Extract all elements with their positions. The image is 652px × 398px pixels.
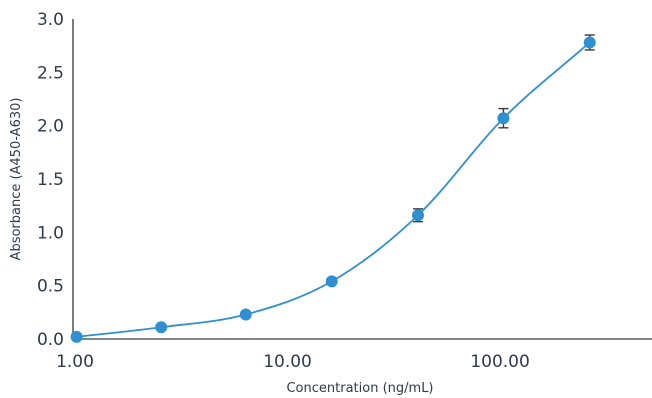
fit-curve <box>76 41 591 338</box>
data-point <box>325 275 338 288</box>
data-point <box>155 321 168 334</box>
axes <box>72 19 652 340</box>
y-tick-label: 2.5 <box>37 63 64 83</box>
data-point <box>411 209 424 222</box>
data-point <box>239 308 252 321</box>
y-tick-label: 3.0 <box>37 10 64 30</box>
y-tick-label: 0.0 <box>37 330 64 350</box>
tick-labels: 0.0 0.5 1.0 1.5 2.0 2.5 3.0 1.00 10.00 100.00 <box>37 10 530 372</box>
data-point <box>583 36 596 49</box>
x-tick-label: 1.00 <box>56 352 94 372</box>
y-tick-label: 0.5 <box>37 277 64 297</box>
y-tick-label: 1.0 <box>37 223 64 243</box>
data-points-layer <box>70 34 596 343</box>
y-tick-label: 2.0 <box>37 117 64 137</box>
y-axis-label: Absorbance (A450-A630) <box>9 98 24 261</box>
x-axis-label: Concentration (ng/mL) <box>286 381 433 396</box>
x-tick-label: 100.00 <box>470 352 529 372</box>
data-point <box>70 330 83 343</box>
data-point <box>497 112 510 125</box>
x-tick-label: 10.00 <box>263 352 312 372</box>
y-tick-label: 1.5 <box>37 170 64 190</box>
fit-curve-layer <box>76 41 591 338</box>
